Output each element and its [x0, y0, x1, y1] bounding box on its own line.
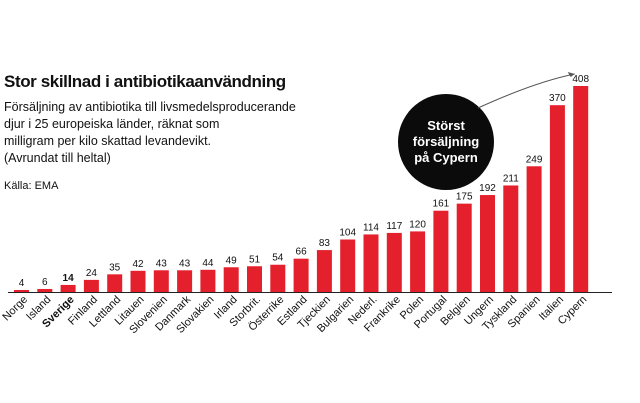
callout-arrow-head	[567, 72, 575, 77]
x-tick-label-0: Norge	[0, 294, 30, 324]
data-label-17: 120	[409, 219, 426, 230]
bar-3	[83, 279, 99, 292]
data-label-1: 6	[42, 277, 48, 288]
data-label-19: 175	[456, 192, 473, 203]
data-label-11: 54	[272, 253, 284, 264]
data-label-18: 161	[433, 199, 450, 210]
bar-16	[386, 232, 402, 292]
bar-4	[107, 274, 123, 292]
data-label-5: 42	[132, 259, 144, 270]
data-label-12: 66	[296, 247, 308, 258]
subtitle-line: milligram per kilo skattad levandevikt.	[4, 134, 212, 148]
data-label-20: 192	[479, 183, 496, 194]
bar-9	[223, 267, 239, 292]
data-label-3: 24	[86, 268, 98, 279]
bar-13	[316, 250, 332, 292]
bar-8	[200, 269, 216, 292]
chart-title: Stor skillnad i antibiotikaanvändning	[4, 72, 286, 91]
data-label-8: 44	[202, 258, 214, 269]
data-label-16: 117	[386, 221, 402, 232]
data-label-9: 49	[226, 255, 238, 266]
data-label-0: 4	[19, 278, 25, 289]
bar-0	[14, 289, 29, 292]
data-label-4: 35	[109, 262, 121, 273]
data-label-21: 211	[503, 173, 519, 184]
callout-bubble: Störst försäljning på Cypern	[398, 94, 494, 190]
data-label-22: 249	[526, 154, 543, 165]
chart-source: Källa: EMA	[4, 180, 59, 192]
subtitle-line: (Avrundat till heltal)	[4, 151, 111, 165]
bar-2	[60, 284, 76, 292]
bar-18	[433, 210, 449, 292]
bar-12	[293, 258, 309, 292]
bar-21	[503, 185, 519, 292]
data-label-15: 114	[363, 222, 379, 233]
bar-20	[480, 195, 495, 292]
data-label-7: 43	[179, 258, 191, 269]
subtitle-line: djur i 25 europeiska länder, räknat som	[4, 117, 220, 131]
bar-14	[340, 239, 356, 292]
bar-5	[130, 270, 146, 292]
callout-line: på Cypern	[414, 150, 478, 165]
bar-11	[270, 264, 286, 292]
bar-17	[410, 231, 426, 292]
bar-10	[247, 266, 262, 292]
data-label-14: 104	[339, 227, 356, 238]
bar-24	[573, 86, 589, 292]
callout-line: Störst	[427, 118, 465, 133]
bar-15	[363, 234, 379, 292]
data-label-6: 43	[156, 258, 168, 269]
data-label-2: 14	[63, 273, 75, 284]
bar-1	[37, 288, 53, 292]
bar-22	[526, 166, 542, 292]
data-label-23: 370	[549, 93, 566, 104]
data-label-10: 51	[249, 254, 261, 265]
callout-line: försäljning	[412, 134, 480, 149]
chart-subtitle: Försäljning av antibiotika till livsmede…	[4, 99, 334, 167]
bar-7	[177, 270, 193, 292]
bar-19	[456, 203, 472, 292]
bar-23	[549, 105, 565, 292]
data-label-24: 408	[572, 74, 589, 85]
bar-6	[153, 270, 169, 292]
subtitle-line: Försäljning av antibiotika till livsmede…	[4, 100, 296, 114]
data-label-13: 83	[319, 238, 331, 249]
callout-arrow-line	[477, 73, 575, 109]
